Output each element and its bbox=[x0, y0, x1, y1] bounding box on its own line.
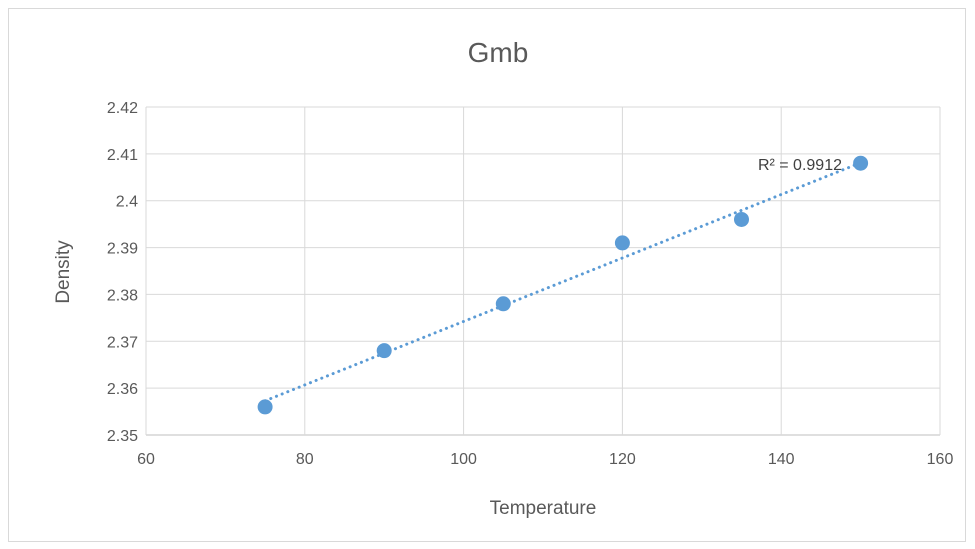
trendline-group bbox=[263, 161, 863, 403]
x-axis-title: Temperature bbox=[490, 498, 597, 519]
data-point bbox=[734, 211, 749, 227]
chart-title: Gmb bbox=[468, 37, 529, 68]
y-tick-label: 2.37 bbox=[107, 334, 138, 351]
y-tick-label: 2.36 bbox=[107, 381, 138, 398]
y-tick-label: 2.42 bbox=[107, 100, 138, 117]
data-points bbox=[257, 155, 869, 415]
data-point bbox=[257, 399, 273, 415]
x-tick-label: 80 bbox=[296, 451, 314, 468]
grid-lines bbox=[145, 106, 941, 436]
x-tick-label: 100 bbox=[450, 451, 477, 468]
x-tick-labels: 60 80 100 120 140 160 bbox=[137, 451, 953, 468]
y-tick-label: 2.38 bbox=[107, 287, 138, 304]
y-tick-labels: 2.35 2.36 2.37 2.38 2.39 2.4 2.41 2.42 bbox=[107, 100, 138, 445]
y-axis-title: Density bbox=[53, 240, 74, 304]
x-tick-label: 160 bbox=[927, 451, 954, 468]
data-point bbox=[495, 296, 511, 312]
data-point bbox=[376, 343, 392, 359]
y-tick-label: 2.39 bbox=[107, 241, 138, 258]
x-tick-label: 60 bbox=[137, 451, 155, 468]
r-squared-label: R² = 0.9912 bbox=[758, 157, 842, 174]
data-point bbox=[853, 155, 869, 171]
x-tick-label: 140 bbox=[768, 451, 795, 468]
y-tick-label: 2.4 bbox=[116, 194, 138, 211]
y-tick-label: 2.41 bbox=[107, 147, 138, 164]
data-point bbox=[614, 235, 630, 251]
y-tick-label: 2.35 bbox=[107, 428, 138, 445]
chart-frame bbox=[8, 8, 966, 542]
trendline bbox=[263, 161, 863, 403]
x-tick-label: 120 bbox=[609, 451, 636, 468]
